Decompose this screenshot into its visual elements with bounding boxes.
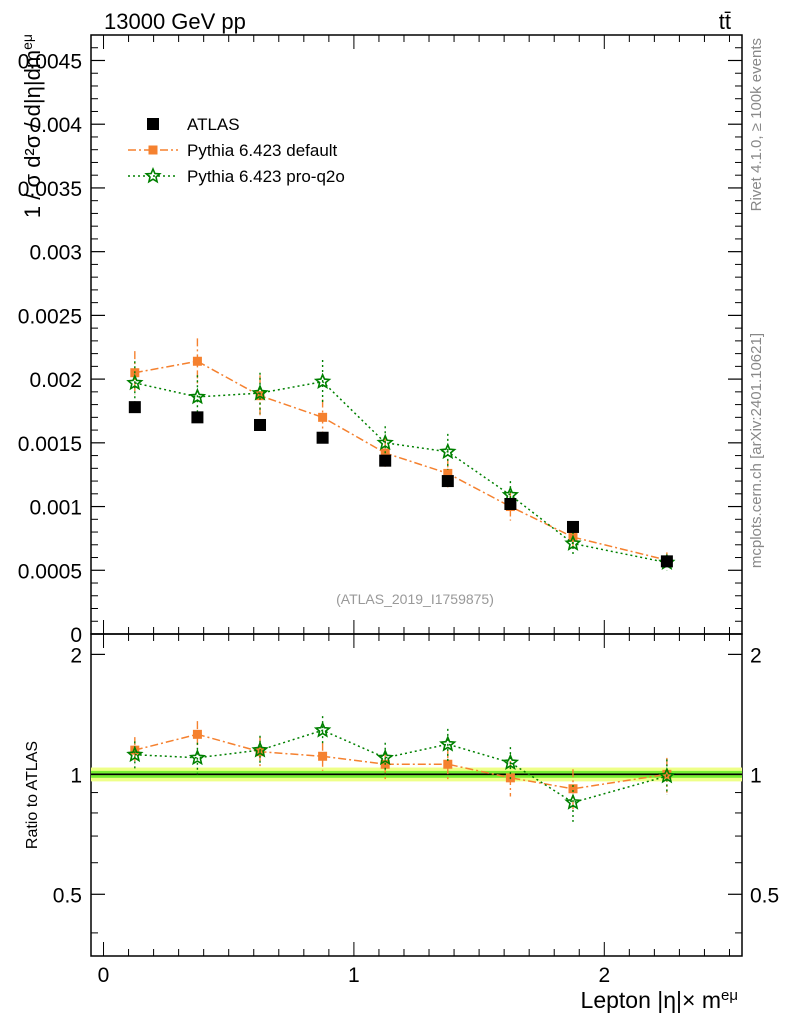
ratio-point-pro-q2o bbox=[251, 740, 269, 758]
series-line bbox=[134, 380, 668, 564]
rivet-label: Rivet 4.1.0, ≥ 100k events bbox=[748, 38, 765, 211]
ratio-point-default bbox=[192, 729, 202, 739]
ratio-point-pro-q2o bbox=[501, 753, 520, 770]
legend-entry: ATLAS bbox=[147, 115, 240, 134]
data-point-default bbox=[192, 356, 202, 366]
data-point-atlas bbox=[504, 498, 517, 511]
legend-entry: Pythia 6.423 default bbox=[128, 141, 338, 160]
xtick-label: 0 bbox=[98, 964, 110, 987]
ratio-point-default bbox=[443, 759, 453, 769]
data-point-atlas bbox=[191, 411, 204, 424]
series-pythia-default bbox=[130, 338, 672, 568]
data-point-pro-q2o bbox=[313, 372, 332, 389]
legend-label: Pythia 6.423 pro-q2o bbox=[187, 167, 345, 186]
main-ytick-label: 0.0025 bbox=[18, 305, 82, 328]
main-ytick-label: 0.004 bbox=[29, 114, 82, 137]
data-point-pro-q2o bbox=[251, 383, 269, 401]
legend-marker-atlas bbox=[147, 118, 159, 130]
ratio-ytick-label-right: 2 bbox=[750, 644, 762, 667]
series-atlas bbox=[128, 401, 673, 568]
mcplots-label: mcplots.cern.ch [arXiv:2401.10621] bbox=[748, 333, 765, 568]
ratio-ytick-label: 1 bbox=[70, 764, 82, 787]
main-ytick-label: 0.0005 bbox=[18, 560, 82, 583]
main-ytick-label: 0.003 bbox=[29, 242, 82, 265]
ratio-point-default bbox=[318, 751, 328, 761]
ratio-point-default bbox=[568, 784, 578, 794]
legend: ATLAS Pythia 6.423 default Pythia 6.423 pr… bbox=[128, 115, 345, 186]
data-point-atlas bbox=[316, 431, 329, 444]
data-point-pro-q2o bbox=[376, 433, 394, 451]
header-process: tt̄ bbox=[719, 9, 731, 34]
main-ytick-label: 0 bbox=[70, 624, 82, 647]
ratio-line bbox=[134, 729, 668, 804]
main-ytick-label: 0.0015 bbox=[18, 433, 82, 456]
main-ytick-label: 0.002 bbox=[29, 369, 82, 392]
ratio-ytick-label: 0.5 bbox=[53, 884, 82, 907]
ratio-point-pro-q2o bbox=[439, 735, 457, 752]
main-panel: 0 0.0005 0.001 0.0015 0.002 0.0025 0.003 0.0035… bbox=[18, 34, 743, 647]
header-energy: 13000 GeV pp bbox=[104, 9, 246, 34]
ratio-series-pro-q2o bbox=[126, 716, 676, 822]
ratio-point-pro-q2o bbox=[376, 748, 394, 766]
legend-label: Pythia 6.423 default bbox=[187, 141, 338, 160]
legend-marker-default bbox=[148, 145, 158, 155]
xtick-label: 2 bbox=[598, 964, 610, 987]
legend-entry: Pythia 6.423 pro-q2o bbox=[128, 166, 345, 186]
series-pythia-pro-q2o bbox=[126, 359, 676, 571]
data-point-default bbox=[318, 412, 328, 422]
data-point-pro-q2o bbox=[564, 534, 582, 551]
data-point-atlas bbox=[566, 520, 579, 533]
ratio-y-axis-title: Ratio to ATLAS bbox=[24, 741, 41, 849]
x-axis-title: Lepton |η|× meμ bbox=[581, 987, 738, 1014]
data-point-default bbox=[443, 468, 453, 478]
ratio-point-default bbox=[130, 745, 140, 755]
data-point-atlas bbox=[254, 418, 267, 431]
ratio-ytick-label-right: 1 bbox=[750, 764, 762, 787]
ratio-point-pro-q2o bbox=[126, 745, 144, 763]
data-point-atlas bbox=[660, 555, 673, 568]
data-point-atlas bbox=[441, 475, 454, 488]
ratio-panel: 0.5 0.5 1 1 2 2 0 1 2 bbox=[53, 633, 779, 987]
data-point-atlas bbox=[379, 454, 392, 467]
data-point-pro-q2o bbox=[439, 442, 457, 460]
y-axis-title: 1 / σ d²σ / d|η|dmeμ bbox=[19, 34, 45, 218]
ratio-point-pro-q2o bbox=[564, 793, 582, 810]
ratio-frame bbox=[90, 633, 743, 957]
legend-marker-pro-q2o bbox=[144, 166, 162, 184]
ratio-line bbox=[134, 733, 668, 790]
legend-label: ATLAS bbox=[187, 115, 240, 134]
ratio-point-default bbox=[662, 769, 672, 779]
data-point-pro-q2o bbox=[126, 373, 144, 391]
watermark: (ATLAS_2019_I1759875) bbox=[336, 591, 494, 607]
data-point-atlas bbox=[128, 401, 141, 414]
ratio-point-pro-q2o bbox=[658, 767, 676, 784]
xtick-label: 1 bbox=[348, 964, 360, 987]
main-ytick-label: 0.0045 bbox=[18, 50, 82, 73]
ratio-point-pro-q2o bbox=[188, 748, 207, 766]
ratio-point-pro-q2o bbox=[313, 721, 332, 738]
main-ytick-label: 0.0035 bbox=[18, 178, 82, 201]
ratio-ytick-label-right: 0.5 bbox=[750, 884, 779, 907]
main-ytick-label: 0.001 bbox=[29, 497, 82, 520]
data-point-pro-q2o bbox=[188, 387, 207, 405]
series-line bbox=[134, 360, 668, 561]
ratio-ytick-label: 2 bbox=[70, 644, 82, 667]
